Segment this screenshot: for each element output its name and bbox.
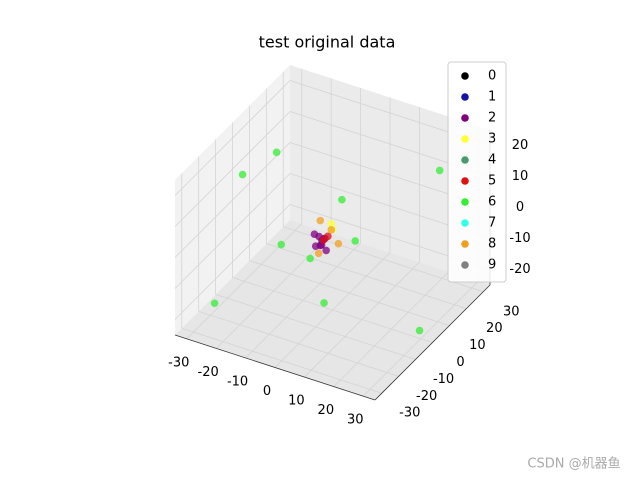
point (316, 216, 325, 225)
legend-label: 5 (488, 174, 496, 189)
x-tick-label: 30 (347, 413, 364, 428)
x-tick-label: -20 (198, 365, 219, 380)
y-axis (374, 284, 491, 401)
x-tick-label: -10 (227, 374, 248, 389)
legend-label: 0 (488, 69, 496, 84)
legend-marker (461, 240, 469, 248)
legend-marker (461, 135, 469, 143)
x-axis (174, 334, 376, 401)
grid-line (198, 310, 399, 377)
grid-line (174, 80, 291, 196)
point (319, 236, 328, 244)
x-tick-label: 10 (288, 394, 305, 409)
legend-marker (461, 219, 469, 227)
legend-marker (461, 93, 469, 101)
point (238, 170, 247, 179)
legend-label: 4 (488, 153, 496, 168)
watermark: CSDN @机器鱼 (527, 456, 620, 472)
x-tick-label: -30 (168, 355, 189, 370)
y-tick-label: 20 (486, 321, 503, 336)
legend-label: 3 (488, 132, 496, 147)
point (311, 242, 320, 250)
point (314, 249, 323, 258)
point (415, 326, 424, 335)
legend-marker (461, 198, 469, 206)
point (334, 239, 343, 248)
legend-box (447, 61, 507, 283)
legend-marker (461, 114, 469, 122)
y-tick-label: -10 (433, 372, 454, 387)
grid-line (174, 173, 291, 289)
point (338, 195, 346, 204)
legend-label: 7 (488, 216, 496, 231)
point (320, 299, 328, 307)
point (277, 240, 286, 249)
point (351, 237, 360, 245)
point (435, 166, 444, 175)
point (322, 246, 330, 255)
x-tick-label: 0 (263, 384, 271, 399)
z-tick-label: 20 (512, 138, 529, 153)
y-tick-label: 10 (469, 338, 486, 353)
legend-marker (461, 72, 469, 80)
grid-line (181, 327, 382, 394)
grid-line (249, 260, 450, 326)
point (306, 254, 315, 263)
legend-marker (461, 177, 469, 185)
legend-label: 1 (488, 90, 496, 105)
grid-line (266, 243, 467, 310)
z-tick-label: -20 (509, 262, 530, 277)
z-tick-label: 10 (512, 169, 529, 184)
z-tick-label: -10 (509, 231, 530, 246)
grid-line (215, 294, 416, 360)
grid-line (174, 111, 291, 227)
legend-marker (461, 261, 469, 269)
y-tick-label: 0 (456, 355, 464, 370)
point (272, 148, 281, 157)
legend-marker (461, 156, 469, 164)
grid-line (174, 142, 291, 258)
x-tick-label: 20 (318, 403, 335, 418)
y-tick-label: 30 (503, 304, 520, 319)
point (327, 219, 336, 228)
chart-title: test original data (259, 33, 396, 52)
grid-line (174, 204, 291, 320)
legend-label: 8 (488, 237, 496, 252)
y-tick-label: -30 (399, 406, 420, 421)
legend-label: 2 (488, 111, 496, 126)
legend-label: 9 (488, 258, 496, 273)
y-tick-label: -20 (416, 389, 437, 404)
point (210, 299, 219, 308)
point (327, 226, 336, 234)
legend-label: 6 (488, 195, 496, 210)
z-tick-label: 0 (516, 200, 524, 215)
grid-line (232, 277, 433, 343)
point (310, 230, 319, 239)
